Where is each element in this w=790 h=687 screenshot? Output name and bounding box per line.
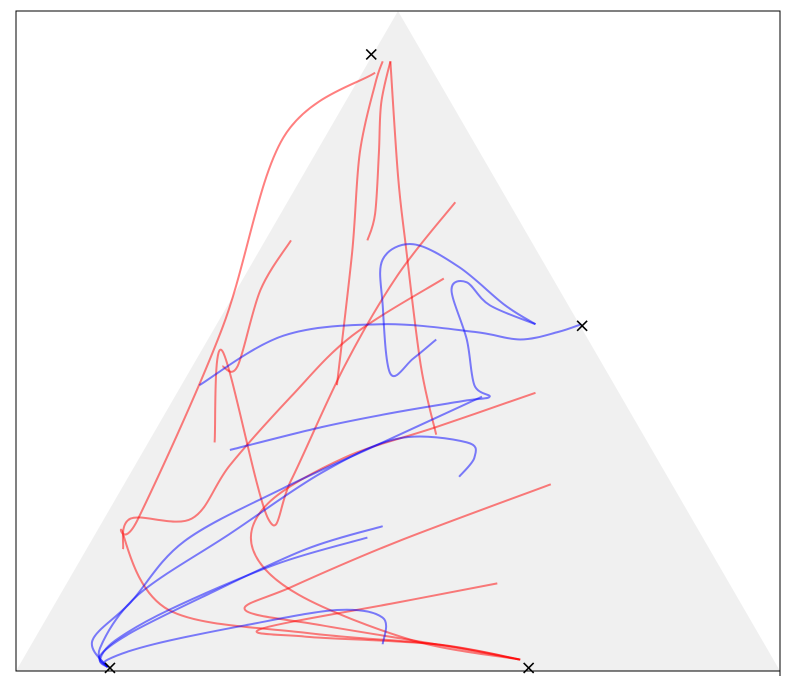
trajectory-lines xyxy=(90,60,582,669)
trajectory-line-series1-2 xyxy=(229,280,536,451)
trajectory-line-series0-3 xyxy=(121,277,445,550)
trajectory-line-series0-4 xyxy=(221,239,292,373)
trajectory-line-series1-7 xyxy=(103,608,388,668)
simplex-triangle-area xyxy=(16,11,780,671)
trajectory-line-series0-5 xyxy=(119,71,521,661)
trajectory-line-series0-9 xyxy=(335,60,384,386)
trajectory-line-series0-8 xyxy=(255,582,521,661)
trajectory-line-series1-1 xyxy=(379,243,537,377)
trajectory-line-series1-6 xyxy=(98,536,368,669)
trajectory-line-series1-0 xyxy=(198,323,582,387)
trajectory-line-series0-0 xyxy=(366,61,392,241)
x-marker-1 xyxy=(576,320,588,332)
x-marker-0 xyxy=(365,48,377,61)
trajectory-line-series1-5 xyxy=(98,525,383,668)
trajectory-line-series1-3 xyxy=(97,435,477,668)
plot-frame xyxy=(15,10,781,672)
trajectory-line-series0-2 xyxy=(213,201,457,527)
trajectory-line-series1-4 xyxy=(90,395,483,668)
